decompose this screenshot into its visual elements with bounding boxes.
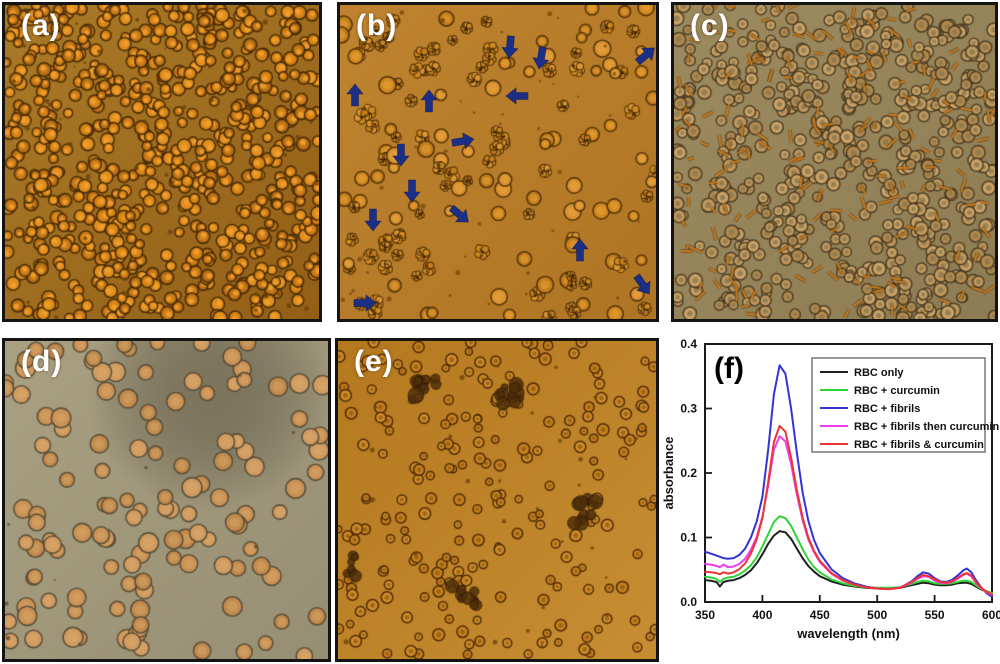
micrograph-image-e	[338, 341, 656, 659]
svg-text:RBC + fibrils & curcumin: RBC + fibrils & curcumin	[854, 439, 984, 451]
series-rbc-fibrils	[704, 364, 993, 598]
micrograph-panel-d: (d)	[2, 338, 331, 662]
micrograph-panel-e: (e)	[335, 338, 659, 662]
spectra-series	[704, 364, 993, 598]
micrograph-image-d	[5, 341, 328, 659]
svg-text:500: 500	[867, 608, 887, 622]
micrograph-image-b	[340, 5, 656, 319]
panel-label-e: (e)	[354, 345, 394, 378]
svg-text:350: 350	[695, 608, 715, 622]
svg-text:RBC + fibrils: RBC + fibrils	[854, 403, 920, 415]
panel-label-d: (d)	[21, 345, 63, 378]
y-axis: 0.0 0.1 0.2 0.3 0.4	[680, 337, 712, 609]
x-axis: 350 400 450 500 550 600	[695, 595, 1000, 622]
svg-text:0.1: 0.1	[680, 531, 697, 545]
svg-text:0.0: 0.0	[680, 595, 697, 609]
micrograph-panel-c: (c)	[671, 2, 998, 322]
svg-text:RBC only: RBC only	[854, 367, 904, 379]
series-rbc-curcumin	[704, 515, 993, 594]
micrograph-panel-b: (b)	[337, 2, 659, 322]
chart-legend: RBC only RBC + curcumin RBC + fibrils RBC +…	[811, 357, 999, 453]
x-axis-label: wavelength (nm)	[796, 626, 900, 641]
series-rbc-fibrils-curcumin	[704, 424, 993, 596]
micrograph-image-a	[5, 5, 319, 319]
micrograph-panel-a: (a)	[2, 2, 322, 322]
svg-text:0.2: 0.2	[680, 466, 697, 480]
svg-text:550: 550	[925, 608, 945, 622]
panel-label-c: (c)	[690, 9, 730, 42]
series-rbc-only	[704, 530, 993, 595]
svg-text:0.3: 0.3	[680, 402, 697, 416]
svg-text:0.4: 0.4	[680, 337, 697, 351]
absorbance-spectra-chart: 350 400 450 500 550 600 0.0 0.1 0.2 0.3 0.4 wavelen…	[661, 337, 1000, 641]
panel-label-f: (f)	[714, 352, 744, 385]
svg-text:RBC + fibrils then curcumin: RBC + fibrils then curcumin	[854, 421, 999, 433]
svg-text:RBC + curcumin: RBC + curcumin	[854, 385, 940, 397]
svg-text:400: 400	[752, 608, 772, 622]
svg-text:450: 450	[810, 608, 830, 622]
chart-panel-f: 350 400 450 500 550 600 0.0 0.1 0.2 0.3 0.4 wavelen…	[660, 332, 1000, 664]
panel-label-a: (a)	[21, 9, 61, 42]
panel-label-b: (b)	[356, 9, 398, 42]
y-axis-label: absorbance	[661, 437, 676, 510]
micrograph-image-c	[674, 5, 995, 319]
svg-text:600: 600	[982, 608, 1000, 622]
series-rbc-fibrils-then-curcumin	[704, 435, 993, 596]
